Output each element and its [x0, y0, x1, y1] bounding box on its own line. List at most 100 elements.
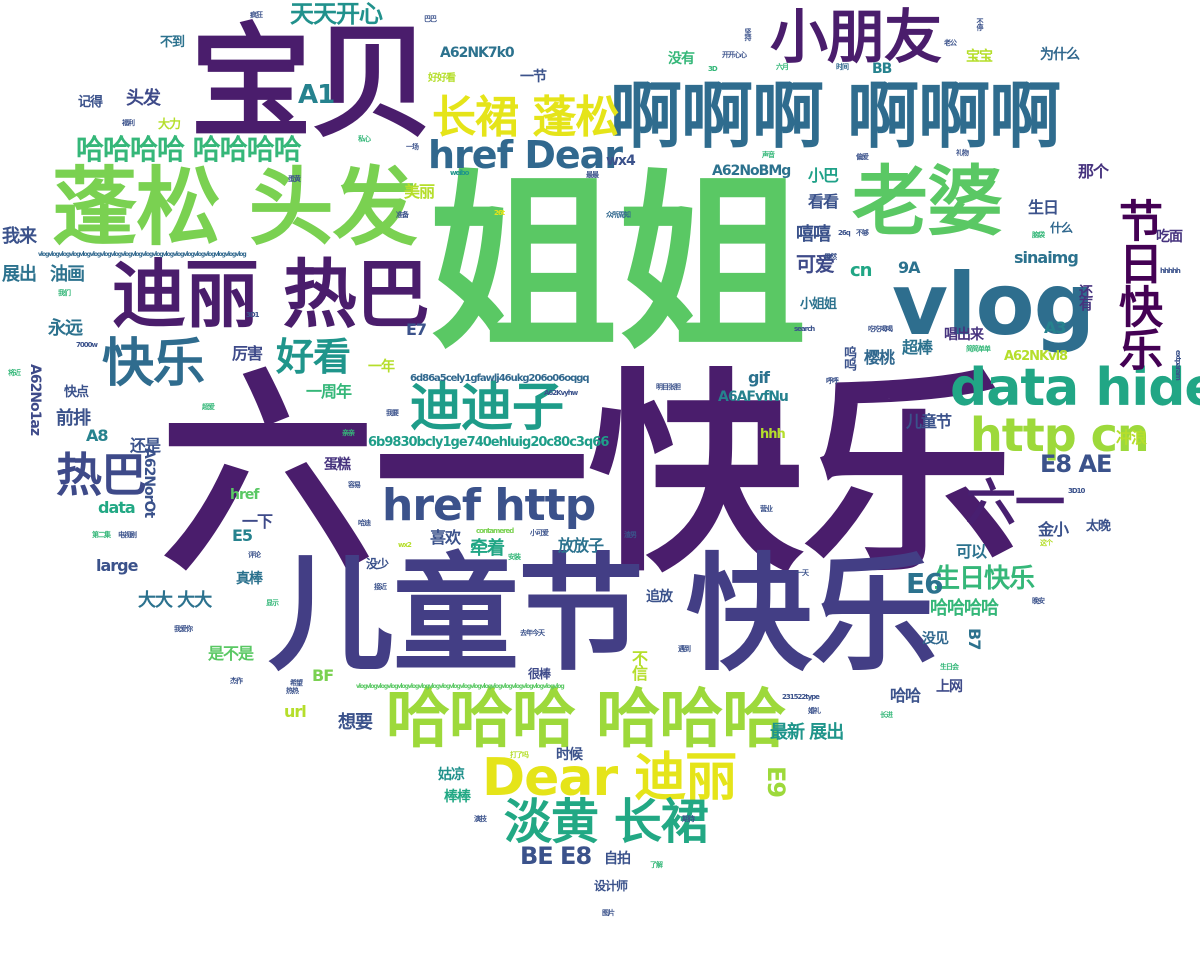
cloud-word: 樱桃 [864, 348, 895, 367]
cloud-word: 很棒 [528, 667, 551, 681]
cloud-word: 开开心心 [722, 51, 747, 59]
cloud-word: 冲浪 [1116, 428, 1147, 447]
cloud-word: 记得 [78, 95, 103, 110]
cloud-word: 26t [494, 209, 505, 217]
cloud-word: 长进 [880, 711, 893, 719]
cloud-word: 牵着 [470, 538, 505, 559]
cloud-word: 渣男 [624, 531, 637, 539]
cloud-word: extparam [1174, 350, 1182, 380]
cloud-word: 电视剧 [118, 531, 137, 539]
cloud-word: E6 [906, 567, 944, 600]
cloud-word: 一周年 [306, 382, 352, 401]
cloud-word: 期待 [682, 815, 695, 823]
cloud-word: 儿童节 [906, 412, 952, 431]
cloud-word: 自拍 [604, 851, 631, 867]
cloud-word: 蛋黄 [288, 175, 301, 183]
cloud-word: 蓬松 头发 [52, 159, 418, 258]
cloud-word: E8 AE [1040, 450, 1112, 478]
cloud-word: 晚安 [1032, 597, 1045, 605]
cloud-word: href Dear [428, 133, 623, 177]
cloud-word: hhh [760, 427, 786, 442]
cloud-word: 231522type [782, 693, 820, 701]
cloud-word: E5 [232, 526, 253, 545]
cloud-word: vlog [892, 255, 1095, 355]
cloud-word: 6b9830bcly1ge740ehluig20c80c3q66 [368, 435, 609, 450]
cloud-word: 显示 [266, 599, 279, 607]
cloud-word: 福利 [122, 119, 135, 127]
cloud-word: 9A [898, 258, 920, 277]
cloud-word: 明目张胆 [656, 383, 681, 391]
cloud-word: 这个 [1040, 539, 1053, 547]
cloud-word: 偏爱 [856, 153, 869, 161]
cloud-word: 3D [708, 65, 718, 73]
cloud-word: 一年 [368, 359, 395, 375]
cloud-word: A1 [298, 80, 335, 110]
cloud-word: 金小 [1038, 520, 1069, 539]
cloud-word: 众所周知 [606, 211, 631, 219]
cloud-word: 容易 [348, 481, 361, 489]
cloud-word: B7 [965, 628, 984, 650]
cloud-word: data [98, 498, 136, 517]
cloud-word: 想要 [338, 712, 373, 733]
cloud-word: 声音 [762, 151, 775, 159]
cloud-word: 没少 [366, 557, 389, 571]
cloud-word: 展出 [2, 264, 37, 285]
cloud-word: 超爱 [202, 403, 215, 411]
cloud-word: 还是 [130, 436, 161, 455]
cloud-word: 呼呼 [826, 377, 839, 385]
cloud-word: 宝贝 [190, 12, 433, 154]
cloud-word: vlogvlogvlogvlogvlogvlogvlogvlogvlogvlog… [38, 251, 247, 258]
cloud-word: 还有 [1077, 284, 1093, 310]
cloud-word: 好看 [276, 335, 351, 379]
cloud-word: 没有 [668, 51, 695, 67]
cloud-word: vlogvlogvlogvlogvlogvlogvlogvlogvlogvlog… [356, 683, 565, 690]
cloud-word: 大力 [158, 117, 181, 131]
cloud-word: 上网 [936, 679, 963, 695]
cloud-word: 哈哈哈哈 [930, 598, 999, 619]
cloud-word: A8 [86, 426, 108, 445]
cloud-word: 3D1 [246, 311, 260, 319]
cloud-word: hhhhh [1160, 267, 1181, 275]
cloud-word: 六一快乐 [160, 350, 1017, 601]
cloud-word: 嘻嘻 [796, 224, 831, 245]
cloud-word: 哈迪 [358, 519, 371, 527]
cloud-word: 礼物 [956, 149, 969, 157]
cloud-word: 评论 [248, 551, 261, 559]
cloud-word: 时间 [836, 63, 849, 71]
cloud-word: large [96, 556, 138, 575]
cloud-word: 吃面 [1156, 229, 1183, 245]
cloud-word: 六月 [776, 63, 789, 71]
cloud-word: 热巴 [56, 448, 147, 502]
cloud-word: E7 [406, 320, 427, 339]
cloud-word: 那个 [1078, 162, 1109, 181]
cloud-word: 是不是 [208, 644, 254, 663]
cloud-word: 6d86a5cely1gfawlj46ukg206o06oqgq [410, 373, 590, 384]
cloud-word: 安装 [508, 553, 521, 561]
cloud-word: href [230, 487, 259, 503]
cloud-word: A62NorOt [141, 448, 157, 518]
cloud-word: 小巴 [808, 166, 839, 185]
cloud-word: 生日会 [940, 663, 959, 671]
cloud-word: A62NoBMg [712, 163, 791, 179]
cloud-word: 演技 [474, 815, 487, 823]
cloud-word: search [794, 325, 815, 333]
cloud-word: 真棒 [236, 571, 263, 587]
cloud-word: gif [748, 368, 770, 387]
cloud-word: 生日 [1028, 198, 1059, 217]
cloud-word: A62No1az [27, 364, 43, 435]
cloud-word: weibo [450, 169, 469, 177]
cloud-word: 大大 大大 [138, 590, 212, 611]
cloud-word: 设计师 [594, 879, 628, 893]
cloud-word: A62Kvyhw [544, 389, 578, 397]
cloud-word: 哈哈哈 哈哈哈 [386, 683, 786, 757]
cloud-word: 去年今天 [520, 629, 545, 637]
cloud-word: 蛋糕 [324, 457, 351, 473]
cloud-word: 可爱 [796, 252, 835, 276]
cloud-word: 简简单单 [966, 345, 991, 353]
cloud-word: 小姐姐 [800, 297, 837, 312]
cloud-word: 巴巴 [424, 15, 437, 23]
cloud-word: wx2 [398, 541, 412, 549]
cloud-word: data hide [950, 358, 1200, 418]
cloud-word: 热热 [286, 687, 299, 695]
